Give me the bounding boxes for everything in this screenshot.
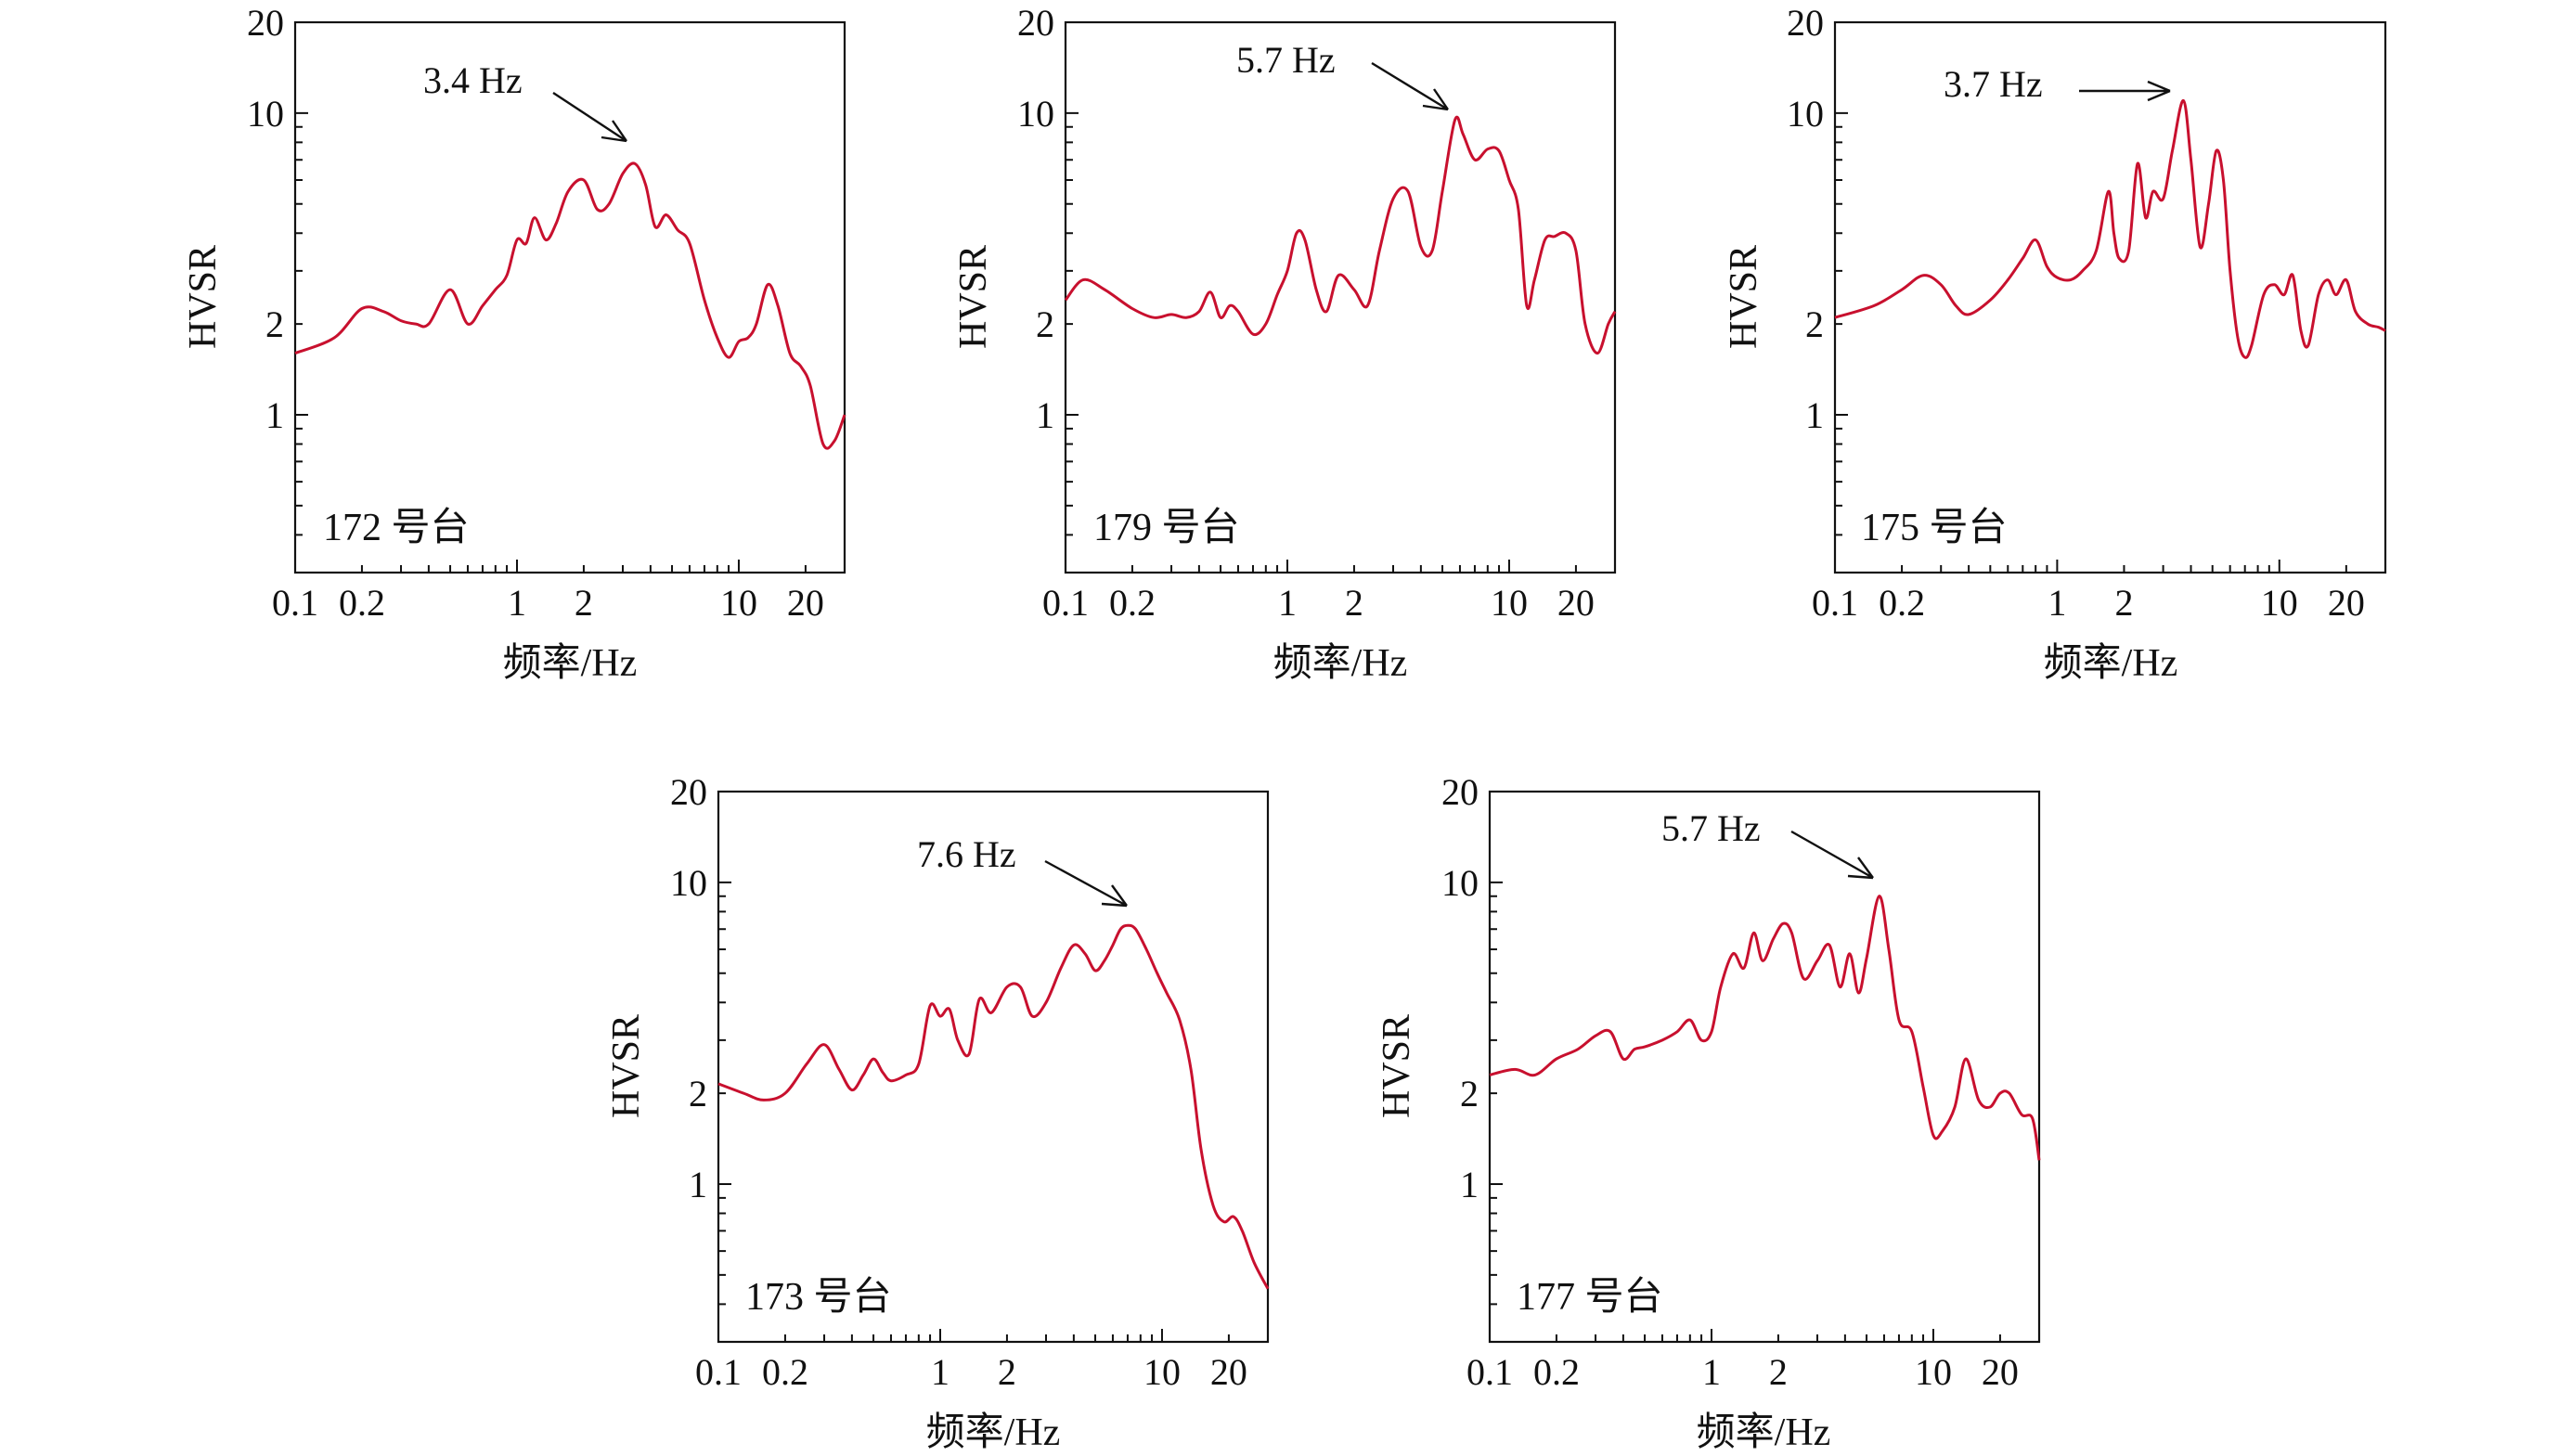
y-tick-label: 2 bbox=[265, 303, 284, 345]
hvsr-curve-line bbox=[1489, 895, 2041, 1161]
peak-arrow bbox=[2079, 80, 2171, 102]
y-tick-label: 10 bbox=[1787, 93, 1824, 135]
peak-arrow bbox=[1044, 859, 1128, 908]
x-tick-label: 0.2 bbox=[1533, 1351, 1580, 1393]
station-label: 172 号台 bbox=[323, 507, 470, 549]
x-tick-label: 0.1 bbox=[1466, 1351, 1513, 1393]
x-tick-label: 20 bbox=[1210, 1351, 1247, 1393]
x-tick-label: 20 bbox=[2328, 582, 2365, 624]
y-tick-label: 10 bbox=[247, 93, 284, 135]
hvsr-curve-line bbox=[1064, 115, 1617, 355]
panel-173: 0.1 0.2 1 2 10 20 1 2 10 20 173 号台 频率/Hz HVSR 7.6… bbox=[605, 771, 1270, 1454]
x-tick-label: 0.1 bbox=[1042, 582, 1089, 624]
y-tick-label: 20 bbox=[670, 771, 707, 813]
plot-frame bbox=[1488, 790, 2041, 1344]
y-tick-label: 2 bbox=[689, 1073, 707, 1115]
y-axis-label: HVSR bbox=[952, 245, 995, 349]
y-tick-label: 1 bbox=[1460, 1164, 1479, 1205]
panel-172: 0.1 0.2 1 2 10 20 1 2 10 20 172 号台 频率/Hz HVSR 3.4… bbox=[182, 2, 846, 685]
peak-label: 3.7 Hz bbox=[1944, 63, 2043, 105]
peak-label: 3.4 Hz bbox=[423, 59, 523, 101]
panel-175: 0.1 0.2 1 2 10 20 1 2 10 20 175 号台 频率/Hz HVSR 3.7… bbox=[1723, 2, 2387, 685]
axis-ticks: 0.1 0.2 1 2 10 20 1 2 10 20 bbox=[1787, 2, 2386, 624]
y-tick-label: 1 bbox=[689, 1164, 707, 1205]
x-tick-label: 2 bbox=[1769, 1351, 1788, 1393]
x-tick-label: 1 bbox=[2048, 582, 2066, 624]
y-tick-label: 20 bbox=[247, 2, 284, 44]
x-tick-label: 10 bbox=[2261, 582, 2298, 624]
peak-arrow bbox=[1790, 830, 1874, 880]
plot-frame bbox=[1064, 20, 1617, 574]
station-label: 173 号台 bbox=[745, 1276, 892, 1319]
station-label: 175 号台 bbox=[1861, 507, 2008, 549]
x-tick-label: 10 bbox=[720, 582, 757, 624]
x-tick-label: 2 bbox=[998, 1351, 1016, 1393]
axis-ticks: 0.1 0.2 1 2 10 20 1 2 10 20 bbox=[1017, 2, 1616, 624]
x-tick-label: 20 bbox=[1982, 1351, 2019, 1393]
panel-177: 0.1 0.2 1 2 10 20 1 2 10 20 177 号台 频率/Hz HVSR 5.7… bbox=[1376, 771, 2041, 1454]
y-axis-label: HVSR bbox=[1723, 245, 1765, 349]
plot-frame bbox=[717, 790, 1270, 1344]
axis-ticks: 0.1 0.2 1 2 10 20 1 2 10 20 bbox=[1441, 771, 2040, 1393]
x-tick-label: 0.2 bbox=[1879, 582, 1925, 624]
x-tick-label: 20 bbox=[787, 582, 824, 624]
y-axis-label: HVSR bbox=[182, 245, 225, 349]
plot-frame bbox=[1833, 20, 2387, 574]
y-tick-label: 10 bbox=[1017, 93, 1054, 135]
x-tick-label: 0.2 bbox=[762, 1351, 808, 1393]
x-tick-label: 2 bbox=[1345, 582, 1363, 624]
y-tick-label: 20 bbox=[1441, 771, 1479, 813]
x-axis-label: 频率/Hz bbox=[1697, 1411, 1831, 1454]
x-tick-label: 10 bbox=[1915, 1351, 1952, 1393]
peak-arrow bbox=[1371, 61, 1449, 111]
y-tick-label: 1 bbox=[265, 394, 284, 436]
y-tick-label: 20 bbox=[1017, 2, 1054, 44]
x-tick-label: 2 bbox=[2114, 582, 2133, 624]
x-tick-label: 1 bbox=[931, 1351, 950, 1393]
x-tick-label: 0.1 bbox=[695, 1351, 742, 1393]
station-label: 177 号台 bbox=[1517, 1276, 1663, 1319]
hvsr-curve-line bbox=[1834, 98, 2386, 359]
x-tick-label: 1 bbox=[508, 582, 526, 624]
y-tick-label: 2 bbox=[1460, 1073, 1479, 1115]
x-tick-label: 2 bbox=[575, 582, 593, 624]
station-label: 179 号台 bbox=[1093, 507, 1240, 549]
y-tick-label: 2 bbox=[1805, 303, 1824, 345]
panel-179: 0.1 0.2 1 2 10 20 1 2 10 20 179 号台 频率/Hz HVSR 5.7… bbox=[952, 2, 1617, 685]
hvsr-curve-line bbox=[717, 923, 1270, 1290]
axis-ticks: 0.1 0.2 1 2 10 20 1 2 10 20 bbox=[670, 771, 1269, 1393]
x-tick-label: 10 bbox=[1491, 582, 1528, 624]
peak-arrow bbox=[552, 91, 627, 143]
y-tick-label: 1 bbox=[1036, 394, 1054, 436]
x-axis-label: 频率/Hz bbox=[503, 641, 638, 685]
hvsr-curve-line bbox=[294, 161, 846, 450]
x-tick-label: 0.1 bbox=[1812, 582, 1858, 624]
peak-label: 5.7 Hz bbox=[1661, 807, 1761, 849]
axis-ticks: 0.1 0.2 1 2 10 20 1 2 10 20 bbox=[247, 2, 846, 624]
y-tick-label: 10 bbox=[670, 862, 707, 904]
x-axis-label: 频率/Hz bbox=[1273, 641, 1408, 685]
y-tick-label: 20 bbox=[1787, 2, 1824, 44]
x-axis-label: 频率/Hz bbox=[2044, 641, 2178, 685]
x-tick-label: 10 bbox=[1143, 1351, 1181, 1393]
x-tick-label: 0.1 bbox=[272, 582, 318, 624]
peak-label: 7.6 Hz bbox=[917, 833, 1016, 875]
peak-label: 5.7 Hz bbox=[1236, 39, 1336, 81]
plot-frame bbox=[293, 20, 846, 574]
y-axis-label: HVSR bbox=[1376, 1014, 1418, 1118]
x-tick-label: 1 bbox=[1278, 582, 1297, 624]
y-axis-label: HVSR bbox=[605, 1014, 648, 1118]
y-tick-label: 10 bbox=[1441, 862, 1479, 904]
y-tick-label: 2 bbox=[1036, 303, 1054, 345]
x-axis-label: 频率/Hz bbox=[926, 1411, 1061, 1454]
x-tick-label: 0.2 bbox=[1109, 582, 1156, 624]
x-tick-label: 20 bbox=[1557, 582, 1595, 624]
x-tick-label: 1 bbox=[1702, 1351, 1721, 1393]
y-tick-label: 1 bbox=[1805, 394, 1824, 436]
x-tick-label: 0.2 bbox=[339, 582, 385, 624]
